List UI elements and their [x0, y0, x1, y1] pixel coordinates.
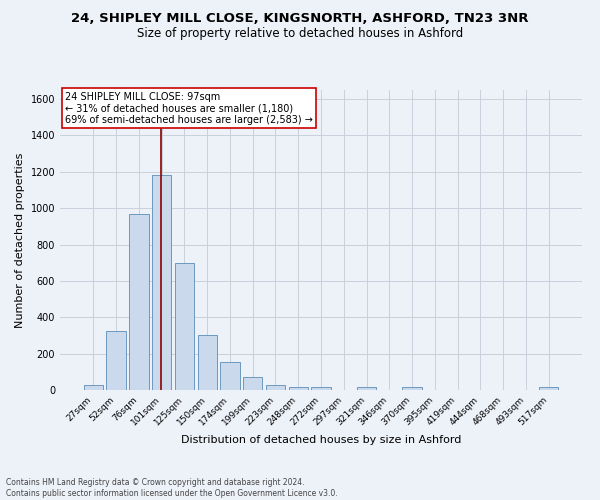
Y-axis label: Number of detached properties: Number of detached properties — [15, 152, 25, 328]
Bar — [403, 388, 422, 390]
Bar — [84, 384, 103, 390]
Bar — [311, 386, 331, 390]
X-axis label: Distribution of detached houses by size in Ashford: Distribution of detached houses by size … — [181, 436, 461, 446]
Bar — [357, 388, 376, 390]
Text: 24, SHIPLEY MILL CLOSE, KINGSNORTH, ASHFORD, TN23 3NR: 24, SHIPLEY MILL CLOSE, KINGSNORTH, ASHF… — [71, 12, 529, 26]
Text: Contains HM Land Registry data © Crown copyright and database right 2024.
Contai: Contains HM Land Registry data © Crown c… — [6, 478, 338, 498]
Bar — [220, 362, 239, 390]
Bar — [197, 336, 217, 390]
Bar — [106, 331, 126, 390]
Bar — [266, 385, 285, 390]
Text: Size of property relative to detached houses in Ashford: Size of property relative to detached ho… — [137, 28, 463, 40]
Bar — [243, 377, 262, 390]
Bar — [152, 174, 172, 390]
Bar — [129, 214, 149, 390]
Bar — [539, 388, 558, 390]
Bar — [175, 262, 194, 390]
Text: 24 SHIPLEY MILL CLOSE: 97sqm
← 31% of detached houses are smaller (1,180)
69% of: 24 SHIPLEY MILL CLOSE: 97sqm ← 31% of de… — [65, 92, 313, 124]
Bar — [289, 386, 308, 390]
